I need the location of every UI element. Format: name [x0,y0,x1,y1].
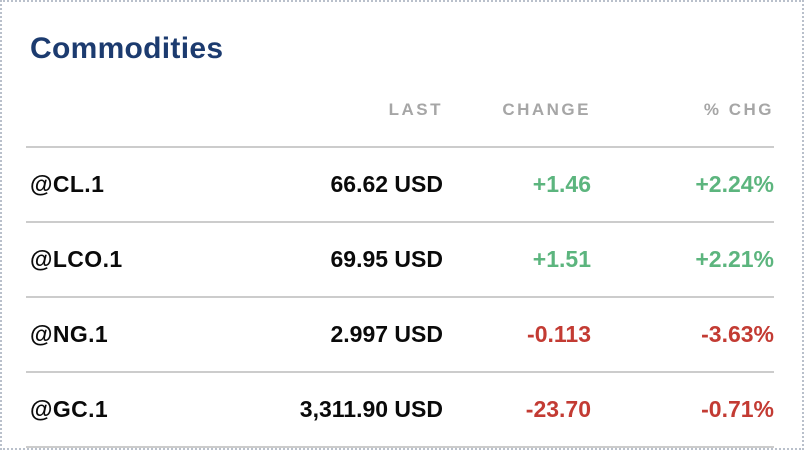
row-pct-chg: +2.21% [695,246,774,272]
row-pct-chg: +2.24% [695,171,774,197]
row-symbol[interactable]: @LCO.1 [30,246,123,272]
header-pct-chg: % CHG [703,100,774,119]
table-row: @LCO.1 69.95 USD +1.51 +2.21% [26,223,774,298]
row-symbol[interactable]: @NG.1 [30,321,109,347]
row-last: 3,311.90 USD [299,396,443,422]
row-symbol[interactable]: @CL.1 [30,171,105,197]
table-rows: @CL.1 66.62 USD +1.46 +2.24% @LCO.1 69.9… [26,148,774,448]
row-pct-chg: -0.71% [701,396,774,422]
row-change: -0.113 [527,321,591,347]
row-pct-chg: -3.63% [701,321,774,347]
widget-title: Commodities [30,32,224,65]
table-header-row: LAST CHANGE % CHG [26,68,774,148]
table-row: @NG.1 2.997 USD -0.113 -3.63% [26,298,774,373]
header-last: LAST [388,100,443,119]
commodities-table: LAST CHANGE % CHG @CL.1 66.62 USD +1.46 … [26,68,774,448]
table-row: @GC.1 3,311.90 USD -23.70 -0.71% [26,373,774,448]
row-change: +1.46 [532,171,591,197]
row-change: -23.70 [525,396,591,422]
row-last: 2.997 USD [330,321,443,347]
row-symbol[interactable]: @GC.1 [30,396,109,422]
row-last: 69.95 USD [330,246,443,272]
row-change: +1.51 [532,246,591,272]
row-last: 66.62 USD [330,171,443,197]
header-change: CHANGE [502,100,591,119]
table-row: @CL.1 66.62 USD +1.46 +2.24% [26,148,774,223]
